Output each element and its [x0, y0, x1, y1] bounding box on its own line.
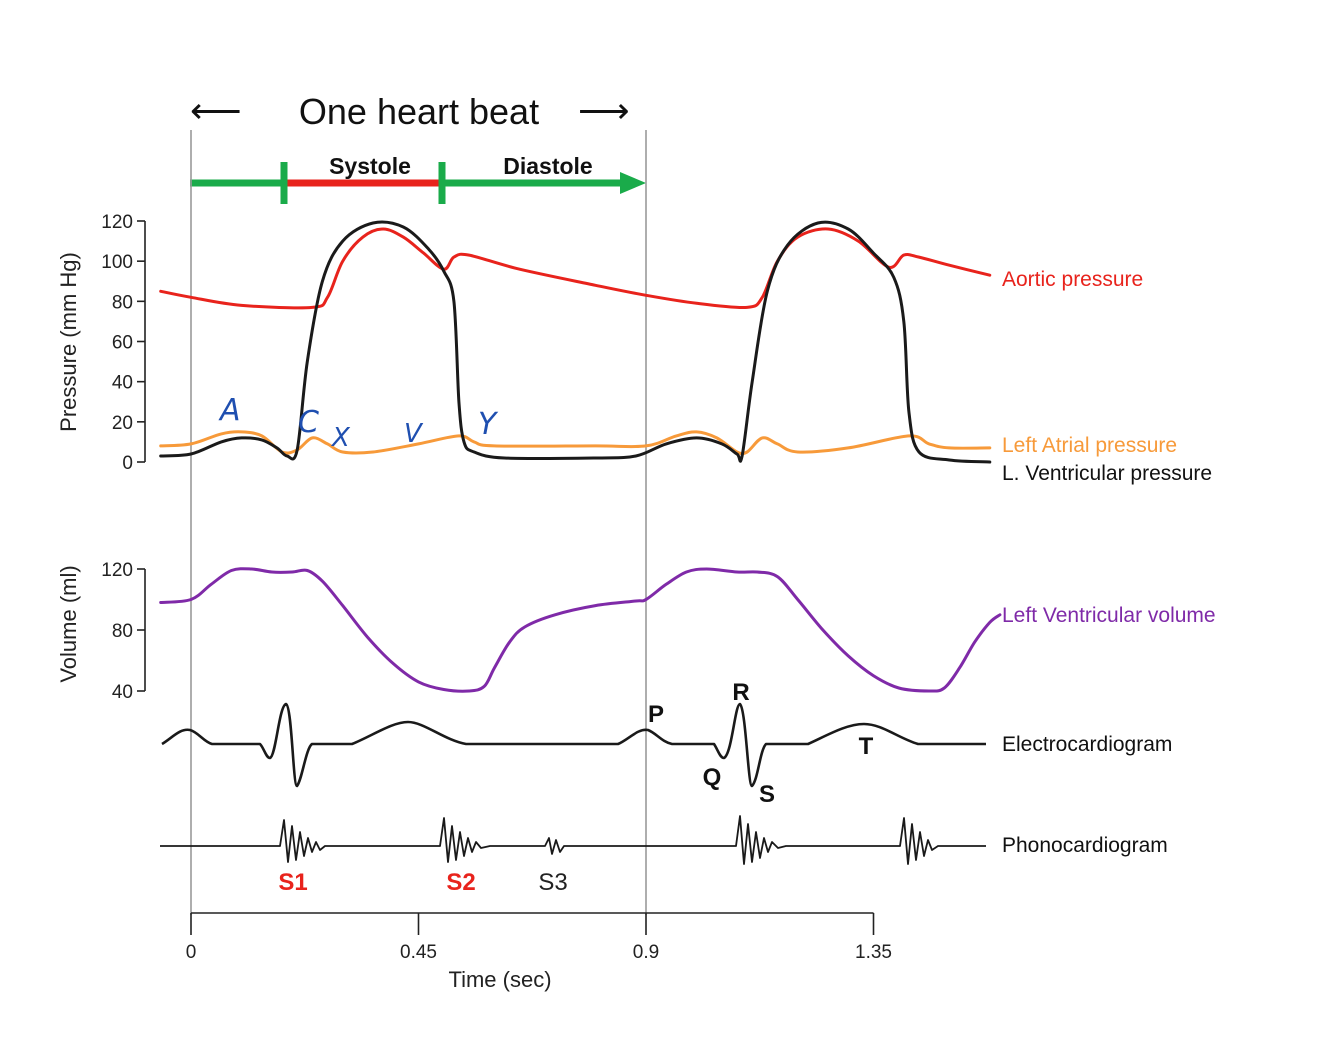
s1-label: S1: [278, 869, 307, 896]
volume-y-axis: 40 80 120: [101, 560, 146, 703]
ecg-s-label: S: [759, 781, 775, 808]
series-layer: [159, 220, 1002, 693]
y-tick-label: 100: [101, 252, 133, 273]
atrial-series-line: [159, 430, 992, 456]
annotation-v: V: [404, 419, 424, 449]
electrocardiogram-label: Electrocardiogram: [1002, 733, 1172, 756]
y-tick-label: 80: [112, 292, 133, 313]
ecg-p-label: P: [648, 701, 664, 728]
annotation-c: C: [298, 405, 319, 440]
ecg-q-label: Q: [703, 764, 722, 791]
systole-label: Systole: [329, 153, 411, 179]
one-heart-beat-title: One heart beat: [299, 91, 539, 132]
y-tick-label: 40: [112, 682, 133, 703]
phonocardiogram-trace: [160, 815, 986, 865]
pressure-y-label: Pressure (mm Hg): [56, 252, 81, 432]
diastole-label: Diastole: [503, 153, 592, 179]
volume-series-line: [159, 567, 1002, 693]
x-tick-label: 1.35: [855, 942, 892, 963]
ecg-t-label: T: [859, 733, 874, 760]
ventricular-volume-label: Left Ventricular volume: [1002, 604, 1216, 627]
time-axis-title: Time (sec): [448, 967, 551, 992]
y-tick-label: 60: [112, 333, 133, 354]
annotation-x: X: [330, 423, 351, 453]
arrow-left-icon: ⟵: [190, 90, 242, 131]
x-tick-label: 0.9: [633, 942, 659, 963]
ventricular-series-line: [159, 220, 992, 464]
x-tick-label: 0: [186, 942, 197, 963]
annotation-y: Y: [478, 407, 499, 442]
pressure-y-axis: 0 20 40 60 80 100 120: [101, 212, 146, 474]
s2-label: S2: [446, 869, 475, 896]
s3-label: S3: [538, 869, 567, 896]
y-tick-label: 120: [101, 560, 133, 581]
y-tick-label: 120: [101, 212, 133, 233]
electrocardiogram-trace: [161, 702, 986, 788]
ecg-r-label: R: [732, 679, 749, 706]
arrow-right-icon: ⟶: [578, 90, 630, 131]
volume-y-label: Volume (ml): [56, 565, 81, 682]
y-tick-label: 40: [112, 373, 133, 394]
annotation-a: A: [218, 393, 241, 428]
aortic-pressure-label: Aortic pressure: [1002, 268, 1143, 291]
y-tick-label: 20: [112, 413, 133, 434]
y-tick-label: 80: [112, 621, 133, 642]
y-tick-label: 0: [122, 453, 133, 474]
left-atrial-pressure-label: Left Atrial pressure: [1002, 434, 1177, 457]
time-x-axis: 0 0.45 0.9 1.35: [186, 912, 892, 963]
x-tick-label: 0.45: [400, 942, 437, 963]
diastole-arrowhead-icon: [620, 172, 646, 194]
phonocardiogram-label: Phonocardiogram: [1002, 834, 1168, 857]
aortic-series-line: [159, 227, 992, 310]
ventricular-pressure-label: L. Ventricular pressure: [1002, 462, 1212, 485]
